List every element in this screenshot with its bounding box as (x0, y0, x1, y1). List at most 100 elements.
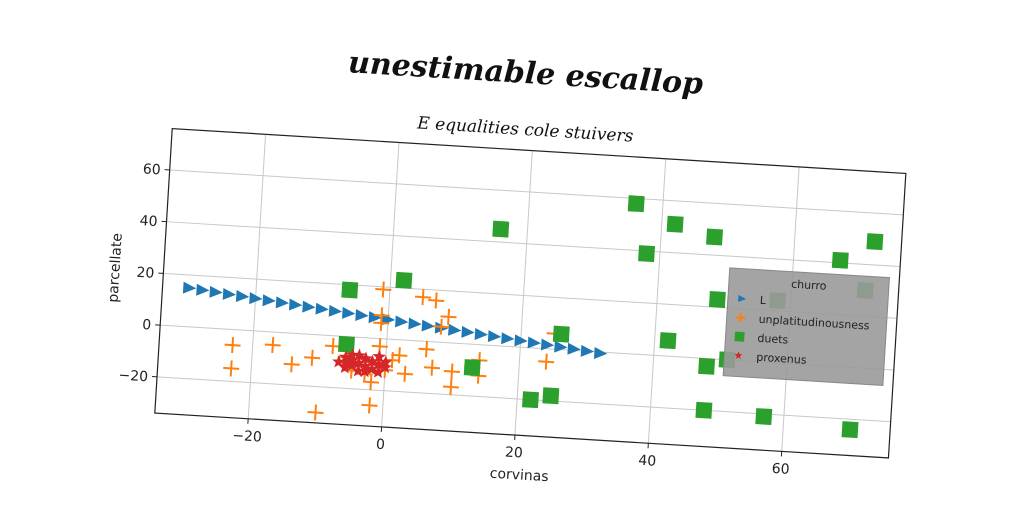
data-point (302, 300, 316, 313)
data-point (351, 364, 365, 377)
y-tick-label: 40 (139, 213, 158, 230)
x-tick-label: −20 (232, 428, 262, 446)
data-point (328, 304, 343, 317)
data-point (567, 342, 581, 355)
data-point (492, 220, 510, 238)
data-point (391, 347, 408, 364)
data-point (368, 311, 382, 324)
data-point (338, 355, 353, 369)
data-point (554, 340, 568, 353)
y-tick-label: 0 (142, 317, 152, 334)
data-point (522, 391, 539, 409)
data-point (552, 325, 570, 343)
y-grid-line (169, 169, 904, 216)
data-point (396, 365, 413, 382)
data-point (361, 397, 378, 414)
data-point (345, 358, 359, 372)
data-point (841, 421, 859, 439)
legend-entry: L (759, 294, 767, 307)
x-grid-line (381, 142, 400, 427)
chart-subtitle-group: E equalities cole stuivers (416, 113, 634, 146)
data-point (222, 287, 237, 300)
series-3 (332, 348, 393, 379)
chart-subtitle: E equalities cole stuivers (416, 113, 634, 146)
data-point (408, 317, 422, 330)
data-point (421, 319, 435, 332)
legend-marker (738, 294, 747, 303)
data-point (395, 271, 413, 289)
x-tick-label: 60 (771, 461, 790, 478)
data-point (433, 318, 450, 335)
data-point (527, 336, 541, 349)
data-point (395, 315, 409, 328)
data-point (235, 290, 250, 303)
data-point (418, 341, 435, 358)
data-point (414, 289, 432, 306)
data-point (378, 355, 393, 369)
data-point (372, 349, 386, 363)
legend-marker (735, 312, 746, 323)
data-point (375, 281, 392, 298)
x-tick-label: 40 (638, 453, 657, 470)
data-point (355, 309, 369, 322)
data-point (474, 328, 488, 340)
x-tick-label: 0 (376, 437, 386, 454)
x-grid-line (514, 150, 533, 436)
data-point (428, 292, 445, 309)
legend-title: churro (791, 278, 827, 293)
data-point (337, 335, 355, 353)
data-point (501, 332, 515, 345)
series-0 (182, 281, 608, 359)
x-grid-line (247, 134, 267, 419)
data-point (698, 357, 716, 375)
plot-area: −20 0 20 40 60 −20 0 20 40 60 corvinas parcellate… (105, 127, 907, 485)
data-point (708, 291, 726, 308)
data-point (442, 378, 459, 396)
data-point (304, 349, 321, 366)
data-point (666, 215, 684, 233)
data-point (345, 348, 360, 361)
data-point (338, 360, 352, 374)
data-point (706, 228, 723, 246)
data-point (315, 302, 329, 315)
data-point (182, 281, 197, 294)
data-point (223, 360, 240, 377)
data-point (443, 363, 460, 380)
data-point (249, 292, 263, 305)
data-point (288, 298, 303, 311)
data-point (866, 233, 884, 251)
data-point (341, 281, 359, 299)
data-point (538, 353, 555, 370)
tick-labels: −20 0 20 40 60 −20 0 20 40 60 (118, 161, 790, 478)
y-tick-label: 60 (142, 161, 161, 178)
data-point (514, 334, 528, 347)
data-point (352, 356, 366, 370)
chart-title-group: unestimable escallop (347, 45, 704, 102)
data-point (580, 344, 595, 357)
data-point (196, 283, 210, 296)
chart-title: unestimable escallop (347, 45, 704, 102)
data-point (371, 365, 386, 379)
data-point (372, 357, 386, 371)
data-point (755, 408, 773, 426)
data-point (365, 362, 379, 376)
data-point (332, 354, 346, 368)
data-point (358, 364, 372, 378)
data-point (373, 307, 390, 324)
data-point (461, 325, 475, 338)
legend-entry: duets (757, 332, 789, 347)
data-point (352, 348, 366, 362)
data-point (638, 245, 656, 263)
y-tick-label: 20 (136, 265, 155, 282)
data-point (365, 354, 379, 368)
data-point (831, 251, 849, 269)
legend-box (722, 267, 890, 386)
series-1 (223, 281, 563, 421)
data-point (359, 351, 373, 365)
data-point (540, 338, 555, 351)
data-point (542, 387, 560, 405)
y-tick-label: −20 (118, 368, 148, 386)
data-point (695, 401, 713, 419)
y-axis-label: parcellate (105, 233, 125, 304)
